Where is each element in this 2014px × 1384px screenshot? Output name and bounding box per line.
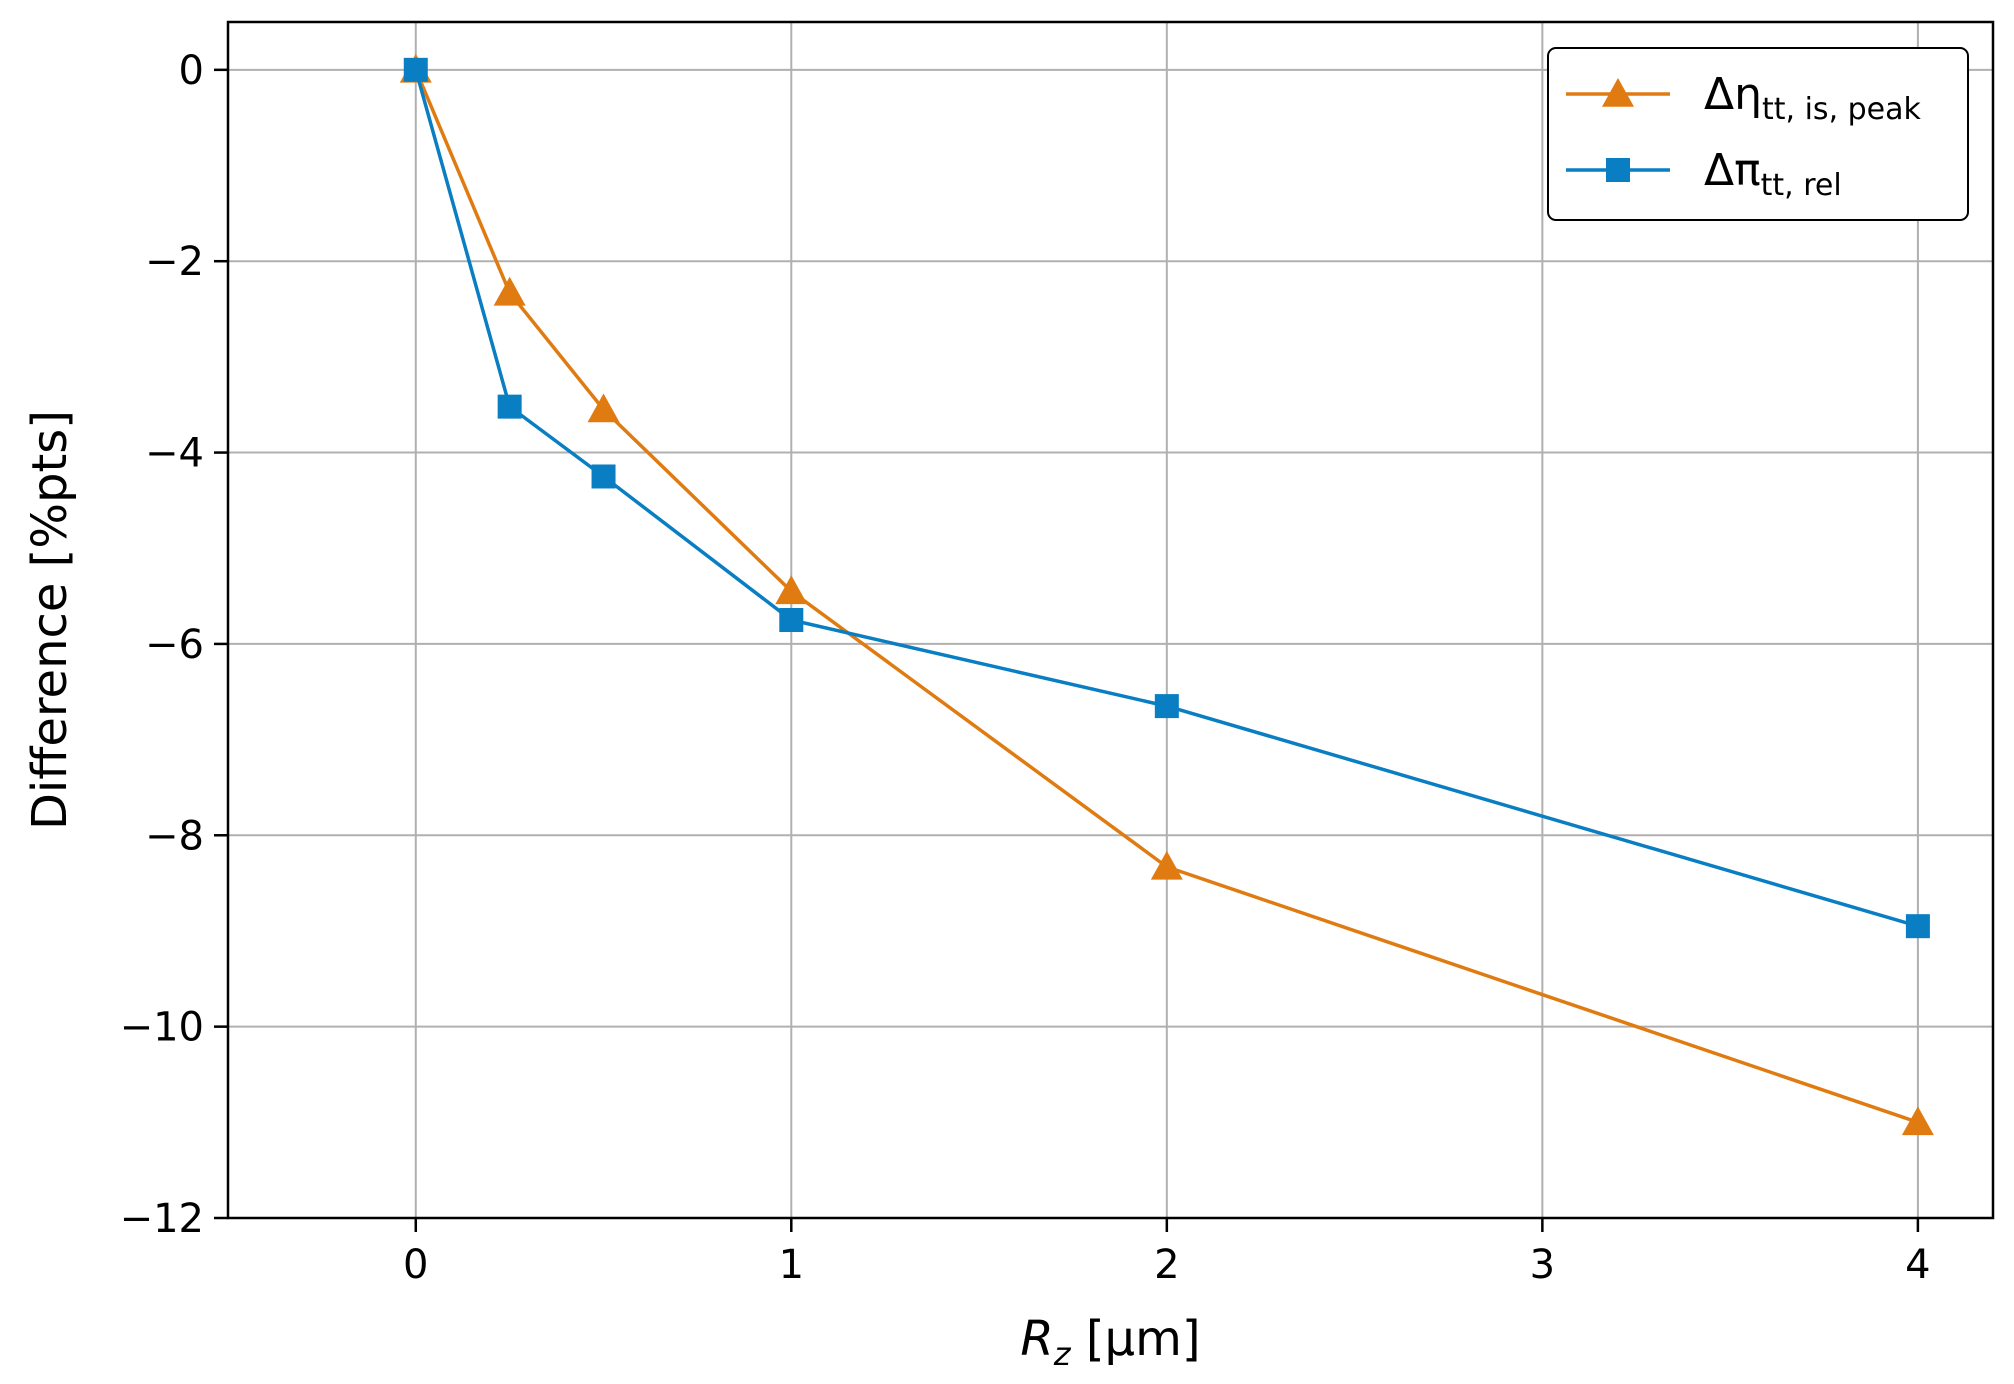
data-point [1154,694,1179,719]
data-point [1150,850,1183,880]
x-axis-label-main: R [1020,1311,1053,1367]
x-tick-label: 3 [1530,1242,1555,1288]
x-tick-label: 4 [1905,1242,1930,1288]
x-tick-label: 0 [403,1242,428,1288]
legend-box [1547,47,1969,221]
y-tick-label: −2 [145,239,204,285]
y-axis-label: Difference [%pts] [22,410,78,830]
data-point [1905,914,1930,939]
x-axis-label: Rz [µm] [1020,1311,1200,1373]
series-layer [399,53,1934,1136]
data-point [591,464,616,489]
legend-label-main: Δπ [1704,145,1761,196]
data-point [497,394,522,419]
plot-frame [226,20,1995,1220]
data-point [493,276,526,306]
series-line [414,69,1919,1124]
data-point [775,575,808,605]
legend-marker [1606,158,1630,182]
legend-label-sub: tt, is, peak [1762,92,1922,127]
data-point [1901,1106,1934,1136]
data-point [403,57,428,82]
y-tick-label: −10 [120,1005,204,1051]
legend-label: Δηtt, is, peak [1704,69,1922,127]
legend-item-1: Δηtt, is, peak [1566,69,1922,127]
series-line [414,69,1919,928]
legend-marker [1602,78,1634,107]
y-tick-label: −8 [145,813,204,859]
y-tick-label: −12 [120,1196,204,1242]
x-axis-label-unit: [µm] [1071,1311,1201,1367]
legend-label-sub: tt, rel [1761,168,1842,203]
data-point [779,608,804,632]
x-tick-label: 1 [779,1242,804,1288]
y-tick-label: −4 [145,431,204,477]
legend-label: Δπtt, rel [1704,145,1842,203]
data-point [587,393,620,423]
series-2 [403,57,1930,939]
axis-ticks: 0 1 2 3 4 0 −2 −4 −6 −8 −10 −12 [120,48,1931,1288]
y-tick-label: −6 [145,622,204,668]
legend-label-main: Δη [1704,69,1762,120]
x-tick-label: 2 [1154,1242,1179,1288]
legend-item-2: Δπtt, rel [1566,145,1842,203]
y-tick-label: 0 [179,48,204,94]
x-axis-label-sub: z [1053,1335,1072,1373]
